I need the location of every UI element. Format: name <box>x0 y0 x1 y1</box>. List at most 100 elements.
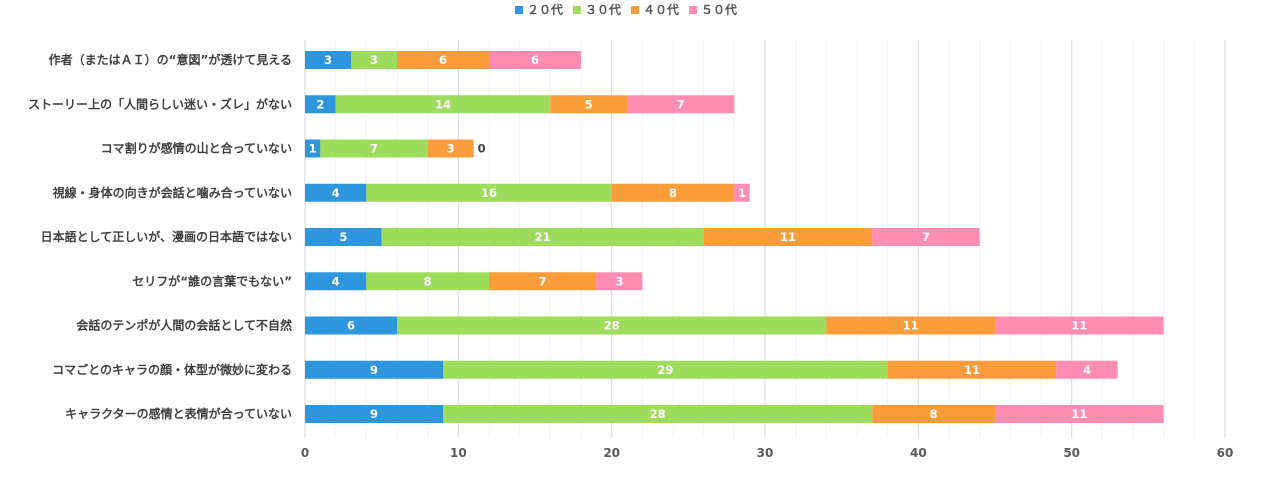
data-label: 28 <box>604 319 620 333</box>
data-label: 4 <box>332 186 340 200</box>
category-label: 日本語として正しいが、漫画の日本語ではない <box>41 229 292 244</box>
x-tick-label: 0 <box>301 446 309 460</box>
bar-segment <box>397 51 489 69</box>
bar-segment <box>995 405 1164 423</box>
data-labels: 3 3 6 6 2 14 5 7 1 7 3 0 4 16 8 1 5 21 11 7 4 8 7 3 6 28 11 11 9 29 11… <box>309 53 1091 421</box>
data-label: 7 <box>370 142 378 156</box>
data-label: 11 <box>903 319 919 333</box>
category-label: 会話のテンポが人間の会話として不自然 <box>76 318 292 333</box>
bar-segment <box>351 51 397 69</box>
bar-segment <box>443 360 888 379</box>
data-label: 7 <box>677 97 685 111</box>
bar-segment <box>305 360 443 379</box>
legend-label: ３０代 <box>585 2 621 17</box>
bar-segment <box>995 316 1164 335</box>
bar-segment <box>305 228 382 246</box>
data-label: 6 <box>347 319 355 333</box>
category-label: 視線・身体の向きが会話と噛み合っていない <box>52 185 292 200</box>
data-label: 3 <box>615 274 623 288</box>
bar-segment <box>489 51 581 69</box>
data-label: 8 <box>930 407 938 421</box>
data-label: 5 <box>339 230 347 244</box>
data-label: 6 <box>531 53 539 67</box>
data-label: 3 <box>324 53 332 67</box>
data-label: 16 <box>481 186 497 200</box>
x-tick-label: 50 <box>1063 446 1080 460</box>
bar-segment <box>872 405 995 423</box>
data-label: 9 <box>370 363 378 377</box>
data-label: 4 <box>332 274 340 288</box>
bar-segment <box>443 405 873 423</box>
legend: ２０代 ３０代 ４０代 ５０代 <box>515 2 737 17</box>
data-label: 11 <box>1071 319 1087 333</box>
data-label: 1 <box>738 186 746 200</box>
data-label: 14 <box>435 97 451 111</box>
legend-swatch <box>689 6 697 14</box>
bar-segment <box>305 95 336 114</box>
category-label: セリフが“誰の言葉でもない” <box>132 273 292 288</box>
category-labels: 作者（またはＡＩ）の“意図”が透けて見えるストーリー上の「人間らしい迷い・ズレ」… <box>28 52 292 421</box>
bar-segment <box>703 228 873 246</box>
category-label: ストーリー上の「人間らしい迷い・ズレ」がない <box>28 96 292 111</box>
bar-segment <box>305 316 397 335</box>
bar-segment <box>887 360 1057 379</box>
data-label: 0 <box>478 142 486 156</box>
bar-segment <box>397 316 827 335</box>
bar-segment <box>366 272 489 291</box>
x-tick-label: 10 <box>450 446 467 460</box>
legend-swatch <box>515 6 523 14</box>
x-tick-label: 40 <box>910 446 927 460</box>
legend-label: ２０代 <box>527 2 563 17</box>
data-label: 5 <box>585 97 593 111</box>
bar-segment <box>305 272 367 291</box>
bar-segment <box>826 316 995 335</box>
data-label: 6 <box>439 53 447 67</box>
bar-segment <box>305 183 367 202</box>
data-label: 7 <box>539 274 547 288</box>
x-tick-label: 60 <box>1217 446 1234 460</box>
data-label: 28 <box>650 407 666 421</box>
data-label: 4 <box>1083 363 1091 377</box>
bar-segment <box>366 183 612 202</box>
data-label: 11 <box>964 363 980 377</box>
bar-segment <box>489 272 597 291</box>
legend-label: ４０代 <box>643 2 679 17</box>
data-label: 1 <box>309 142 317 156</box>
category-label: 作者（またはＡＩ）の“意図”が透けて見える <box>49 52 292 67</box>
bar-segment <box>596 272 643 291</box>
category-label: コマごとのキャラの顔・体型が微妙に変わる <box>52 362 292 377</box>
bar-segment <box>872 228 980 246</box>
legend-label: ５０代 <box>701 2 737 17</box>
data-label: 3 <box>447 142 455 156</box>
data-label: 11 <box>1071 407 1087 421</box>
bar-segment <box>305 51 351 69</box>
data-label: 7 <box>922 230 930 244</box>
category-label: コマ割りが感情の山と合っていない <box>101 141 292 156</box>
data-label: 29 <box>657 363 673 377</box>
bar-segment <box>381 228 704 246</box>
data-label: 8 <box>424 274 432 288</box>
x-tick-label: 30 <box>757 446 774 460</box>
bar-segment <box>550 95 627 114</box>
data-label: 2 <box>316 97 324 111</box>
x-axis-ticks: 0 10 20 30 40 50 60 <box>301 446 1234 460</box>
data-label: 8 <box>669 186 677 200</box>
bar-segment <box>734 183 750 202</box>
legend-swatch <box>631 6 639 14</box>
category-label: キャラクターの感情と表情が合っていない <box>65 406 292 421</box>
bar-segment <box>611 183 735 202</box>
legend-swatch <box>573 6 581 14</box>
bars <box>305 51 1164 423</box>
data-label: 11 <box>780 230 796 244</box>
bar-segment <box>335 95 551 114</box>
data-label: 21 <box>535 230 551 244</box>
data-label: 3 <box>370 53 378 67</box>
x-tick-label: 20 <box>603 446 620 460</box>
bar-segment <box>320 139 428 158</box>
bar-segment <box>1056 360 1118 379</box>
bar-segment <box>627 95 735 114</box>
bar-segment <box>305 405 443 423</box>
bar-segment <box>427 139 474 158</box>
data-label: 9 <box>370 407 378 421</box>
